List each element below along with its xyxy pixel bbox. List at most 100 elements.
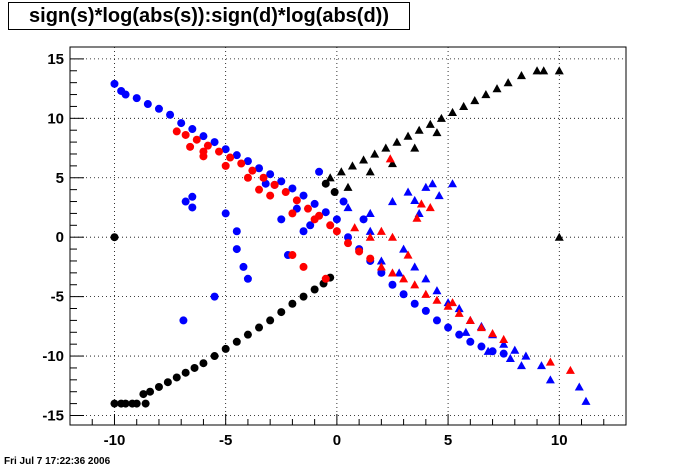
data-point	[266, 316, 275, 325]
x-tick-label: 5	[444, 432, 452, 449]
data-point	[146, 387, 155, 396]
data-point	[326, 221, 335, 230]
data-point	[154, 382, 163, 391]
data-point	[410, 299, 419, 308]
data-point	[410, 143, 420, 152]
data-point	[181, 368, 190, 377]
data-point	[394, 268, 404, 277]
data-point	[432, 316, 441, 325]
data-point	[336, 167, 346, 176]
data-point	[403, 187, 413, 196]
data-point	[554, 66, 564, 75]
data-point	[399, 244, 409, 253]
data-point	[410, 262, 420, 271]
data-point	[347, 161, 357, 170]
data-point	[392, 137, 402, 146]
data-point	[574, 382, 584, 391]
data-point	[365, 226, 375, 235]
data-point	[110, 79, 119, 88]
data-point	[545, 375, 555, 384]
data-point	[432, 295, 442, 304]
data-point	[239, 262, 248, 271]
data-point	[521, 351, 531, 360]
data-point	[355, 247, 364, 256]
data-point	[299, 227, 308, 236]
data-point	[339, 197, 348, 206]
data-point	[321, 179, 330, 188]
data-point	[425, 119, 435, 128]
data-point	[483, 346, 493, 355]
data-point	[255, 164, 264, 173]
data-point	[344, 233, 352, 242]
data-point	[425, 202, 435, 212]
data-point	[365, 232, 375, 241]
y-tick-label: 0	[56, 229, 64, 246]
data-point	[505, 353, 515, 363]
data-point	[365, 208, 375, 218]
x-tick-label: 10	[551, 432, 568, 449]
data-point	[510, 345, 520, 354]
data-point	[288, 299, 297, 308]
data-point	[539, 66, 549, 75]
data-point	[281, 188, 290, 197]
data-point	[163, 378, 172, 387]
data-point	[387, 197, 397, 206]
data-point	[188, 125, 197, 134]
data-point	[221, 161, 230, 170]
footer-timestamp: Fri Jul 7 17:22:36 2006	[4, 456, 111, 467]
data-point	[387, 158, 397, 168]
data-point	[455, 330, 464, 339]
data-point	[492, 84, 502, 93]
data-point	[132, 399, 141, 408]
data-point	[376, 226, 386, 235]
data-point	[303, 204, 312, 213]
data-point	[139, 390, 148, 399]
data-point	[581, 396, 591, 405]
data-point	[388, 280, 397, 289]
data-point	[121, 90, 130, 99]
data-point	[277, 308, 286, 317]
data-point	[444, 323, 453, 332]
data-point	[376, 262, 386, 271]
data-point	[277, 215, 286, 224]
data-point	[172, 127, 181, 136]
data-point	[385, 154, 395, 163]
data-point	[288, 184, 297, 193]
data-point	[321, 274, 330, 283]
grid	[70, 47, 626, 425]
data-point	[465, 315, 475, 324]
data-point	[132, 94, 141, 103]
data-point	[410, 280, 420, 289]
data-point	[428, 179, 438, 188]
y-tick-label: 10	[47, 110, 64, 127]
data-point	[237, 159, 246, 168]
data-point	[461, 327, 471, 336]
data-point	[365, 167, 375, 176]
data-point	[188, 203, 197, 212]
data-point	[466, 337, 475, 346]
data-point	[315, 167, 324, 176]
data-point	[110, 233, 119, 242]
data-point	[210, 138, 219, 147]
data-point	[199, 152, 208, 161]
data-point	[399, 290, 408, 299]
data-point	[359, 155, 369, 164]
axes: -10 -5 0 5 10 -15 -10 -5 0 5 10 15	[42, 46, 627, 449]
data-point	[172, 373, 181, 382]
data-point	[432, 286, 442, 295]
data-point	[310, 199, 319, 208]
data-point	[565, 365, 575, 374]
data-point	[181, 197, 190, 206]
data-point	[232, 151, 241, 160]
chart-title: sign(s)*log(abs(s)):sign(d)*log(abs(d))	[8, 2, 410, 30]
data-point	[377, 268, 386, 277]
data-point	[448, 179, 458, 188]
data-point	[190, 363, 199, 372]
data-point	[243, 173, 252, 182]
data-point	[266, 191, 275, 200]
data-point	[503, 78, 513, 87]
data-point	[387, 268, 397, 277]
data-point	[488, 328, 498, 338]
data-point	[266, 170, 275, 179]
